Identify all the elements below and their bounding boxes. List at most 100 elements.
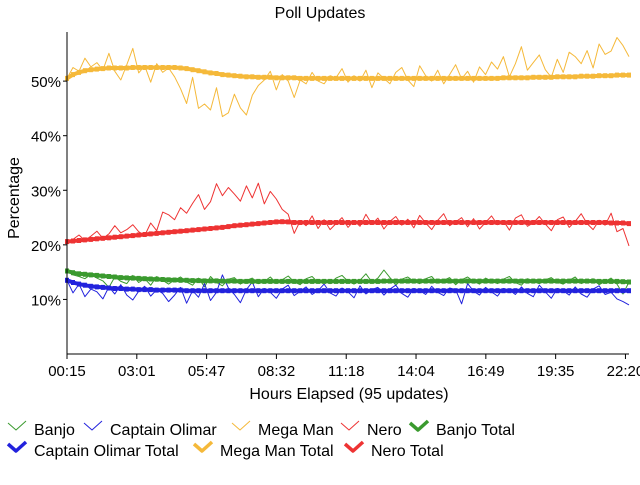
data-point-mega-man-total [525, 75, 530, 81]
data-point-banjo-total [208, 278, 213, 284]
data-point-captain-olimar-total [381, 288, 386, 294]
data-point-captain-olimar-total [124, 286, 129, 292]
data-point-captain-olimar-total [184, 288, 189, 294]
data-point-banjo-total [369, 278, 374, 284]
data-point-nero-total [489, 220, 494, 225]
legend-label: Nero [367, 422, 402, 439]
data-point-captain-olimar-total [549, 288, 554, 294]
data-point-captain-olimar-total [226, 288, 231, 294]
data-point-mega-man-total [609, 73, 614, 79]
data-point-nero-total [208, 226, 213, 231]
data-point-mega-man-total [286, 75, 291, 81]
data-point-banjo-total [417, 278, 422, 284]
data-point-mega-man-total [220, 72, 225, 78]
data-point-captain-olimar-total [591, 288, 596, 294]
data-point-captain-olimar-total [71, 280, 75, 285]
data-point-banjo-total [298, 278, 303, 284]
data-point-nero-total [124, 233, 129, 239]
data-point-banjo-total [399, 278, 404, 284]
data-point-nero-total [597, 220, 602, 225]
data-point-mega-man-total [363, 75, 368, 81]
data-point-banjo-total [591, 278, 596, 284]
data-point-banjo-total [483, 278, 488, 284]
data-point-nero-total [232, 223, 237, 229]
data-point-nero-total [112, 234, 117, 240]
data-point-mega-man-total [94, 66, 99, 72]
data-point-captain-olimar-total [531, 288, 536, 294]
data-point-captain-olimar-total [519, 288, 524, 294]
data-point-mega-man-total [334, 75, 338, 81]
x-tick-label: 05:47 [188, 363, 226, 380]
data-point-mega-man-total [429, 75, 434, 81]
legend-swatch-banjo-total [408, 419, 430, 432]
data-point-mega-man-total [148, 65, 153, 70]
data-point-nero-total [160, 230, 165, 236]
data-point-nero-total [316, 220, 321, 225]
data-point-nero-total [352, 220, 356, 225]
data-point-captain-olimar-total [441, 288, 446, 294]
data-point-captain-olimar-total [459, 288, 464, 294]
data-point-captain-olimar-total [118, 286, 123, 291]
data-point-banjo-total [429, 278, 434, 284]
data-point-captain-olimar-total [316, 288, 321, 294]
data-point-banjo-total [609, 278, 614, 284]
data-point-mega-man-total [238, 73, 243, 79]
data-point-mega-man-total [459, 75, 464, 81]
data-point-mega-man-total [322, 75, 327, 81]
data-point-captain-olimar-total [172, 287, 177, 293]
data-point-captain-olimar-total [112, 286, 117, 291]
data-point-banjo-total [232, 278, 237, 284]
data-point-captain-olimar-total [483, 288, 488, 294]
data-point-banjo-total [292, 278, 297, 284]
data-point-captain-olimar-total [471, 288, 476, 294]
legend-label: Captain Olimar [110, 422, 217, 439]
data-point-captain-olimar-total [525, 288, 530, 294]
data-point-banjo-total [525, 278, 530, 284]
data-point-nero-total [250, 221, 255, 227]
data-point-banjo-total [214, 278, 219, 284]
data-point-nero-total [477, 220, 482, 225]
x-tick-label: 00:15 [48, 363, 86, 380]
data-point-mega-man-total [124, 65, 129, 71]
data-point-banjo-total [94, 272, 99, 278]
data-point-mega-man-total [208, 70, 213, 76]
data-point-banjo-total [262, 278, 267, 284]
data-point-nero-total [118, 234, 123, 240]
data-point-nero-total [453, 220, 458, 225]
data-point-nero-total [621, 220, 625, 226]
data-point-banjo-total [106, 274, 111, 279]
data-point-captain-olimar-total [465, 288, 470, 294]
data-point-mega-man-total [615, 72, 619, 78]
data-point-nero-total [609, 220, 614, 226]
legend: Banjo Captain Olimar Mega Man Nero Banjo Tot… [6, 419, 515, 460]
data-point-banjo-total [471, 278, 476, 284]
data-point-mega-man-total [453, 75, 458, 81]
data-point-nero-total [328, 220, 333, 225]
axes: 10% 20% 30% 40% 50% 00:15 03:01 05:47 08:32 11:18… [31, 32, 640, 380]
data-point-banjo-total [280, 278, 285, 284]
data-point-captain-olimar-total [375, 288, 380, 294]
data-point-captain-olimar-total [304, 288, 309, 294]
data-point-banjo-total [627, 279, 631, 285]
series-nero [66, 182, 630, 247]
data-point-banjo-total [130, 275, 135, 281]
data-point-nero-total [310, 220, 315, 225]
data-point-nero-total [172, 229, 177, 235]
data-point-banjo-total [423, 278, 428, 284]
data-point-nero-total [82, 237, 87, 243]
data-point-banjo-total [310, 278, 315, 284]
data-point-captain-olimar-total [417, 288, 422, 294]
data-point-nero-total [190, 227, 195, 233]
data-point-captain-olimar-total [268, 288, 273, 294]
data-point-mega-man-total [519, 75, 524, 81]
data-point-mega-man-total [543, 74, 548, 80]
data-point-banjo-total [142, 276, 147, 282]
data-point-captain-olimar-total [298, 288, 303, 294]
data-point-mega-man-total [621, 72, 625, 78]
data-point-captain-olimar-total [334, 288, 338, 294]
data-point-nero-total [166, 229, 171, 235]
legend-item-mega-man: Mega Man [231, 420, 334, 439]
data-point-mega-man-total [555, 74, 560, 80]
data-point-captain-olimar-total [561, 288, 566, 294]
data-point-banjo-total [88, 272, 93, 278]
